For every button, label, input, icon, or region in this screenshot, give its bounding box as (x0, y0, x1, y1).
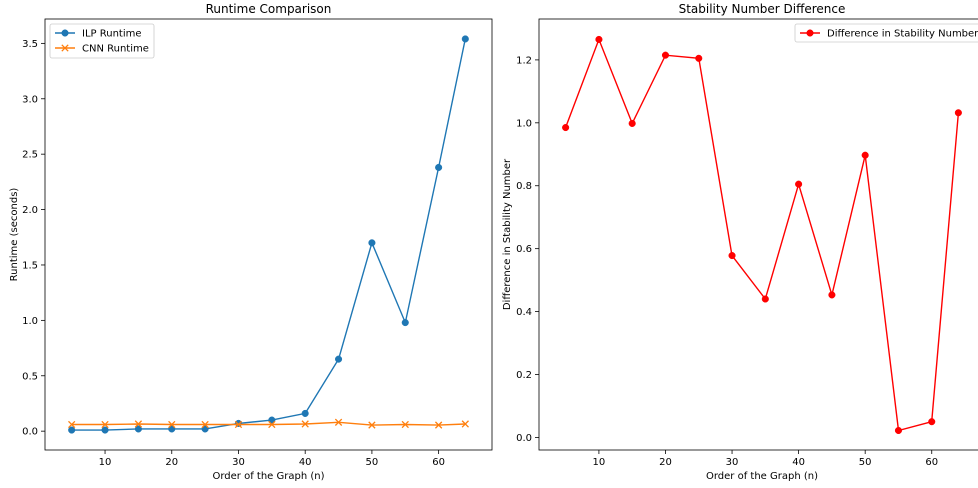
data-point (461, 420, 469, 428)
data-point (861, 151, 869, 159)
legend-label-2: CNN Runtime (82, 44, 149, 55)
data-point (68, 426, 76, 434)
data-point (828, 291, 836, 299)
legend-box (49, 23, 155, 59)
y-tick-label: 1.0 (22, 316, 38, 327)
x-tick-label: 50 (366, 457, 379, 468)
data-point (268, 420, 276, 429)
data-point (434, 421, 443, 429)
data-point (334, 418, 343, 426)
chart-title: Stability Number Difference (679, 2, 846, 16)
legend-marker-2 (61, 44, 69, 52)
axes-frame (44, 18, 493, 451)
data-point (168, 420, 176, 429)
y-axis-label: Difference in Stability Number (502, 158, 513, 310)
data-point (134, 420, 143, 428)
y-tick-label: 0.0 (516, 433, 532, 444)
data-point (695, 54, 703, 62)
y-tick-label: 0.4 (516, 307, 532, 318)
data-point (562, 123, 570, 132)
data-point (68, 420, 76, 429)
chart-panel-1: Runtime Comparison 10 20 30 40 50 60 0.0 0.5 1.0 1… (9, 2, 493, 482)
legend-box (794, 23, 978, 43)
chart-title: Runtime Comparison (206, 2, 332, 16)
x-tick-label: 40 (299, 457, 312, 468)
y-tick-label: 0.6 (516, 244, 532, 255)
data-point (761, 295, 769, 303)
legend: ILP Runtime CNN Runtime (49, 23, 155, 59)
y-tick-label: 1.2 (516, 55, 532, 66)
chart-panel-2: Stability Number Difference 10 20 30 40 50 60 0… (502, 2, 978, 482)
x-tick-label: 10 (593, 457, 606, 468)
axes-frame (538, 18, 978, 451)
x-tick-label: 40 (792, 457, 805, 468)
data-point (928, 418, 936, 426)
y-tick-label: 0.5 (22, 371, 38, 382)
x-tick-label: 50 (859, 457, 872, 468)
y-tick-label: 1.5 (22, 260, 38, 271)
legend-label-1: ILP Runtime (82, 29, 142, 40)
y-tick-label: 2.5 (22, 150, 38, 161)
x-axis-label: Order of the Graph (n) (706, 471, 818, 482)
y-tick-label: 0.0 (22, 427, 38, 438)
data-point (101, 426, 109, 434)
legend-label-1: Difference in Stability Number (827, 29, 978, 40)
data-point (628, 119, 636, 127)
data-point (795, 180, 803, 188)
data-point (134, 425, 142, 433)
data-point (335, 355, 343, 363)
x-tick-label: 10 (99, 457, 112, 468)
x-axis-label: Order of the Graph (n) (213, 471, 325, 482)
data-point (301, 409, 309, 417)
data-point (401, 319, 409, 327)
x-tick-label: 20 (659, 457, 672, 468)
series-line-1 (564, 37, 960, 432)
data-point (268, 416, 276, 424)
y-tick-label: 3.5 (22, 39, 38, 50)
x-tick-label: 30 (726, 457, 739, 468)
plot-area (562, 35, 962, 435)
y-tick-label: 0.2 (516, 370, 532, 381)
data-point (728, 252, 736, 260)
data-point (954, 109, 962, 117)
x-tick-label: 60 (925, 457, 938, 468)
y-tick-label: 1.0 (516, 118, 532, 129)
data-point (234, 420, 243, 429)
data-point (101, 420, 109, 429)
series-line-1 (71, 38, 466, 431)
y-tick-label: 0.8 (516, 181, 532, 192)
data-point (435, 163, 443, 172)
x-tick-label: 60 (432, 457, 445, 468)
data-point (201, 425, 209, 433)
x-tick-label: 20 (165, 457, 178, 468)
data-point (301, 420, 309, 428)
data-point (368, 239, 376, 247)
y-tick-label: 2.0 (22, 205, 38, 216)
data-point (595, 35, 603, 43)
legend-marker-1 (61, 29, 69, 37)
legend-marker-1 (806, 29, 814, 37)
plot-area (68, 35, 469, 434)
y-axis-label: Runtime (seconds) (9, 188, 20, 282)
data-point (461, 35, 469, 43)
data-point (894, 426, 903, 435)
data-point (401, 420, 409, 429)
legend: Difference in Stability Number (794, 23, 978, 43)
data-point (168, 425, 176, 433)
data-point (234, 419, 243, 427)
y-tick-label: 3.0 (22, 94, 38, 105)
data-point (368, 421, 376, 429)
data-point (661, 51, 670, 59)
data-point (201, 420, 209, 429)
x-tick-label: 30 (232, 457, 245, 468)
